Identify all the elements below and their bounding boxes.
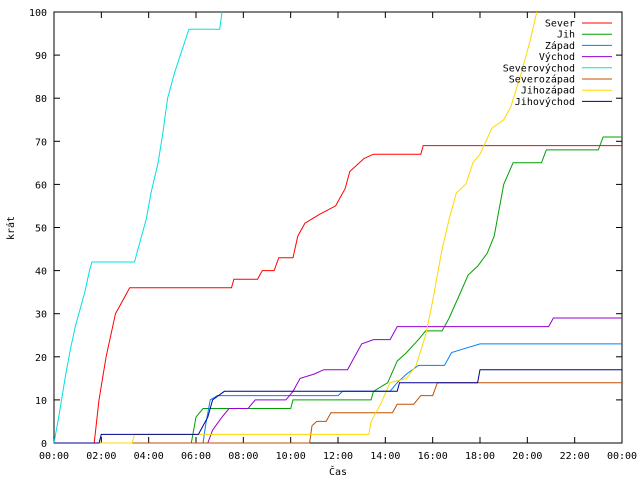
legend-label: Severovýchod [503, 62, 575, 74]
legend-label: Západ [545, 40, 575, 52]
y-tick-label: 70 [35, 137, 47, 148]
series-line-5 [54, 382, 622, 444]
y-tick-label: 30 [35, 310, 47, 321]
series-line-2 [54, 343, 622, 444]
y-tick-label: 100 [29, 8, 47, 19]
series-line-3 [54, 317, 622, 444]
legend-label: Sever [545, 19, 575, 30]
y-tick-label: 40 [35, 267, 47, 278]
series-line-7 [54, 369, 622, 444]
legend-label: Jih [557, 30, 575, 41]
legend-label: Jihovýchod [515, 96, 575, 108]
y-tick-label: 60 [35, 180, 47, 191]
legend-label: Východ [539, 51, 575, 63]
y-axis-label: krát [5, 216, 17, 240]
series-line-4 [53, 11, 223, 444]
x-tick-label: 12:00 [323, 451, 353, 462]
x-axis-label: Čas [329, 465, 347, 478]
y-tick-label: 0 [41, 439, 47, 450]
series-line-1 [54, 136, 622, 444]
x-tick-label: 02:00 [86, 451, 116, 462]
y-tick-label: 90 [35, 51, 47, 62]
x-tick-label: 06:00 [181, 451, 211, 462]
x-tick-label: 10:00 [276, 451, 306, 462]
x-tick-label: 22:00 [560, 451, 590, 462]
series-line-6 [54, 11, 538, 444]
series-layer [53, 11, 622, 444]
x-tick-label: 00:00 [607, 451, 637, 462]
series-line-0 [54, 145, 622, 444]
y-tick-label: 20 [35, 353, 47, 364]
y-tick-label: 80 [35, 94, 47, 105]
x-tick-label: 08:00 [228, 451, 258, 462]
x-tick-label: 16:00 [418, 451, 448, 462]
y-axis: 0 10 20 30 40 50 60 70 80 90 100 [29, 8, 622, 450]
y-tick-label: 50 [35, 224, 47, 235]
legend-label: Jihozápad [521, 85, 575, 97]
legend: SeverJihZápadVýchodSeverovýchodSeverozáp… [503, 19, 612, 108]
x-tick-label: 04:00 [134, 451, 164, 462]
y-tick-label: 10 [35, 396, 47, 407]
x-axis: 00:00 02:00 04:00 06:00 08:00 10:00 12:00 14:00… [39, 12, 637, 462]
legend-label: Severozápad [509, 74, 575, 86]
x-tick-label: 00:00 [39, 451, 69, 462]
x-tick-label: 20:00 [512, 451, 542, 462]
x-tick-label: 18:00 [465, 451, 495, 462]
x-tick-label: 14:00 [370, 451, 400, 462]
